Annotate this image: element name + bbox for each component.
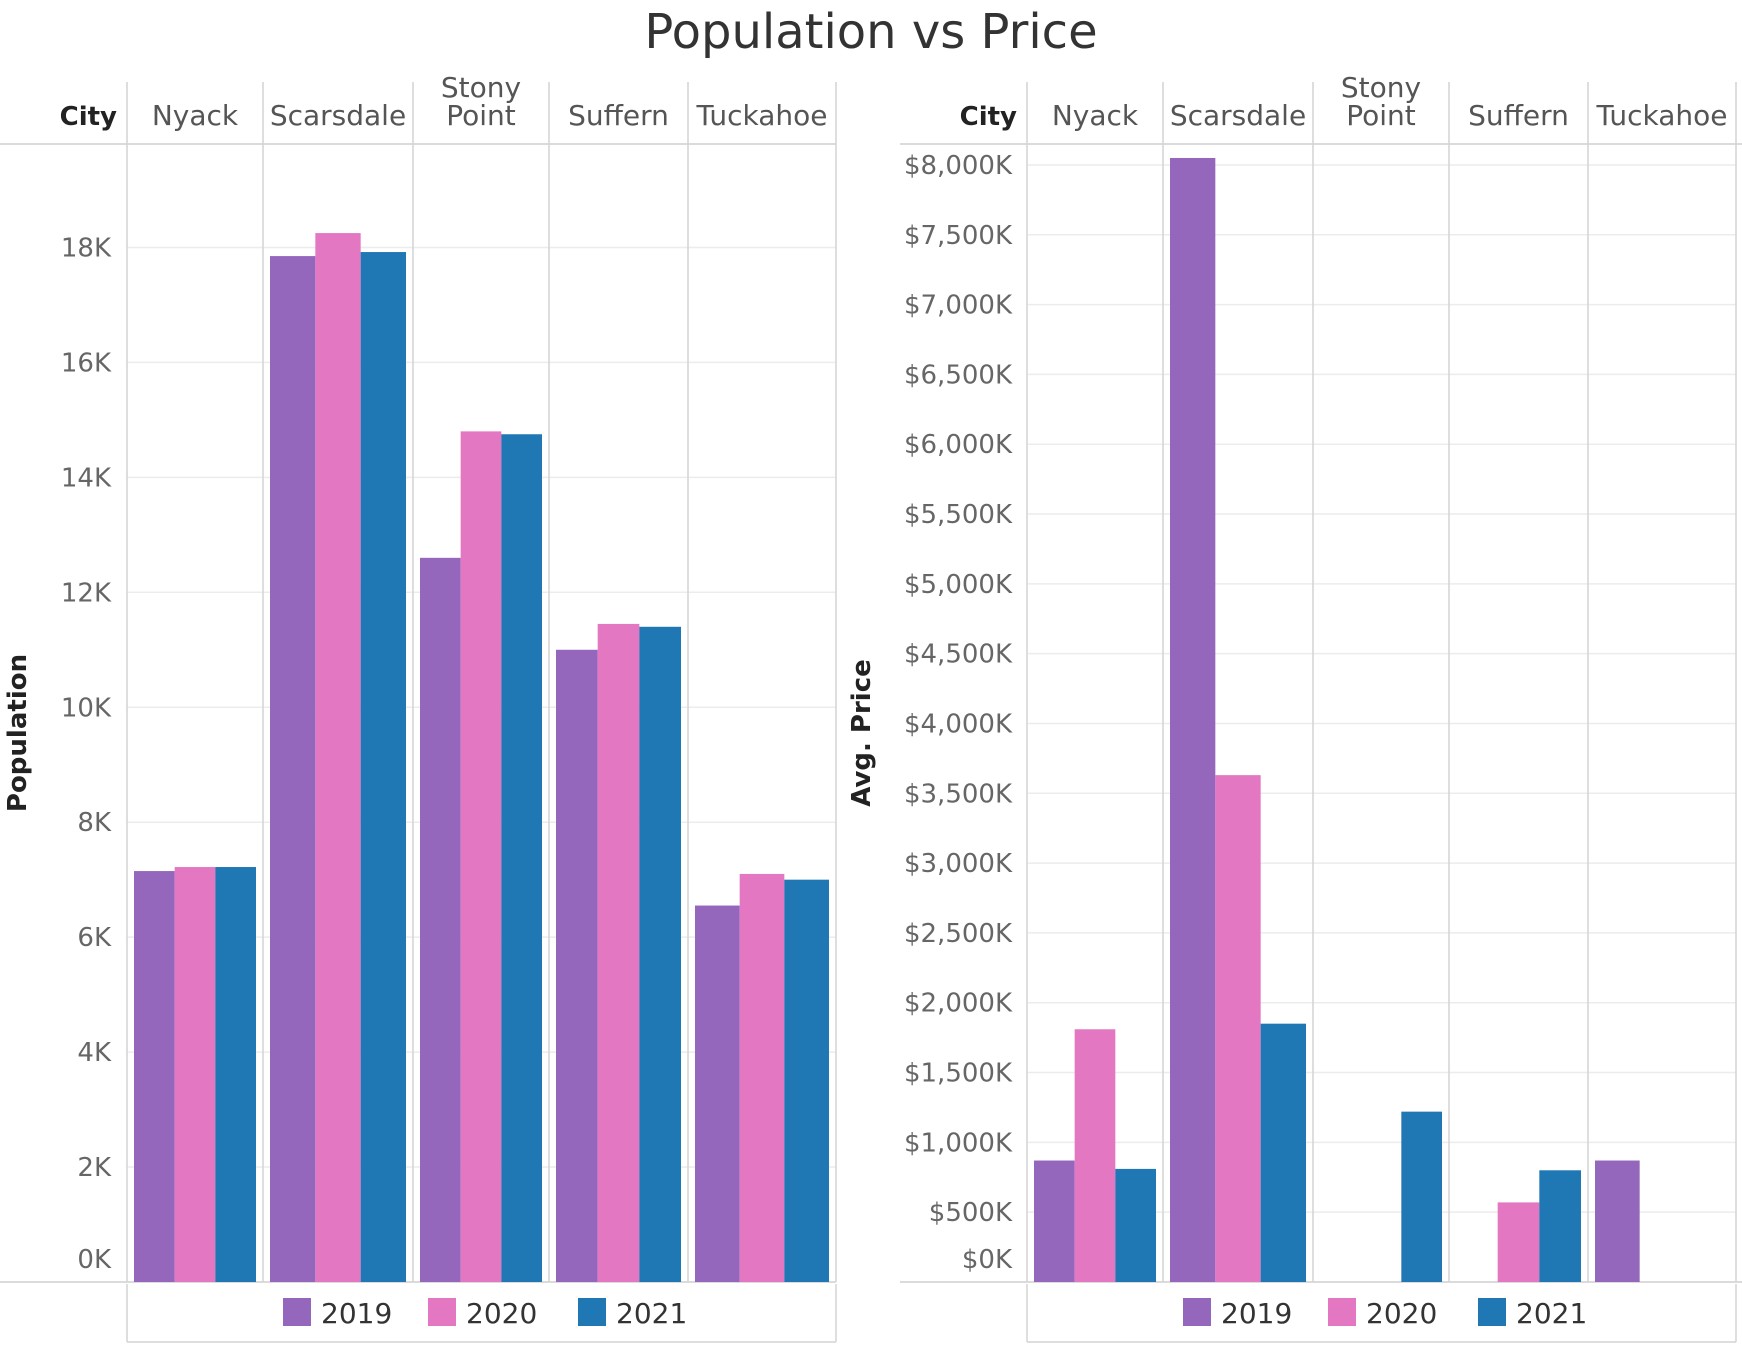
- chart-title: Population vs Price: [644, 4, 1098, 60]
- y-tick-label: $4,000K: [904, 709, 1013, 739]
- city-header-suffern: Suffern: [568, 99, 669, 132]
- city-header-scarsdale: Scarsdale: [1170, 99, 1306, 132]
- bar-tuckahoe-2019: [695, 905, 740, 1282]
- y-tick-label: 18K: [61, 233, 112, 263]
- bar-nyack-2019: [134, 871, 175, 1282]
- city-column-header: City: [60, 102, 117, 132]
- bar-stony-point-2021: [501, 434, 542, 1283]
- city-header-stony-point: Stony Point: [1341, 71, 1421, 132]
- bar-tuckahoe-2019: [1595, 1160, 1640, 1282]
- legend-swatch-2020: [1328, 1298, 1356, 1326]
- y-tick-label: 8K: [77, 808, 112, 838]
- y-axis-title: Population: [3, 654, 33, 812]
- legend-label-2021: 2021: [616, 1297, 687, 1330]
- y-tick-label: $5,000K: [904, 570, 1013, 600]
- city-header-tuckahoe: Tuckahoe: [696, 99, 828, 132]
- bar-suffern-2019: [556, 649, 598, 1282]
- y-tick-label: 2K: [77, 1153, 112, 1183]
- y-tick-label: $500K: [929, 1198, 1013, 1228]
- legend-swatch-2020: [428, 1298, 456, 1326]
- legend-label-2021: 2021: [1516, 1297, 1587, 1330]
- legend-label-2019: 2019: [1221, 1297, 1292, 1330]
- bar-scarsdale-2020: [1215, 775, 1261, 1282]
- y-tick-label: $5,500K: [904, 500, 1013, 530]
- bar-suffern-2020: [1497, 1202, 1540, 1282]
- bar-nyack-2021: [1115, 1168, 1156, 1282]
- bar-scarsdale-2021: [1260, 1023, 1306, 1282]
- legend-swatch-2021: [1478, 1298, 1506, 1326]
- y-tick-label: 0K: [77, 1245, 112, 1275]
- y-tick-label: 6K: [77, 923, 112, 953]
- y-tick-label: $1,000K: [904, 1128, 1013, 1158]
- legend-swatch-2019: [283, 1298, 311, 1326]
- city-header-nyack: Nyack: [1052, 99, 1139, 132]
- bar-tuckahoe-2020: [739, 873, 785, 1282]
- y-tick-label: $6,000K: [904, 430, 1013, 460]
- bar-stony-point-2021: [1401, 1111, 1442, 1282]
- legend-swatch-2021: [578, 1298, 606, 1326]
- y-tick-label: $8,000K: [904, 151, 1013, 181]
- y-tick-label: $7,500K: [904, 221, 1013, 251]
- bar-nyack-2019: [1034, 1160, 1075, 1282]
- y-tick-label: 12K: [61, 578, 112, 608]
- y-tick-label: $1,500K: [904, 1059, 1013, 1089]
- y-tick-label: $4,500K: [904, 640, 1013, 670]
- y-tick-label: $0K: [962, 1245, 1013, 1275]
- bar-scarsdale-2020: [315, 233, 361, 1283]
- bar-nyack-2020: [1074, 1029, 1116, 1282]
- city-header-nyack: Nyack: [152, 99, 239, 132]
- bar-nyack-2021: [215, 867, 256, 1282]
- city-header-stony-point: Stony Point: [441, 71, 521, 132]
- y-tick-label: $3,000K: [904, 849, 1013, 879]
- y-tick-label: $7,000K: [904, 291, 1013, 321]
- bar-scarsdale-2021: [360, 252, 406, 1283]
- legend-label-2019: 2019: [321, 1297, 392, 1330]
- y-tick-label: $3,500K: [904, 779, 1013, 809]
- y-tick-label: $2,000K: [904, 989, 1013, 1019]
- bar-nyack-2020: [174, 867, 216, 1282]
- y-tick-label: 10K: [61, 693, 112, 723]
- bar-suffern-2020: [597, 623, 640, 1282]
- bar-suffern-2021: [639, 626, 681, 1282]
- y-tick-label: $2,500K: [904, 919, 1013, 949]
- y-tick-label: $6,500K: [904, 360, 1013, 390]
- city-header-scarsdale: Scarsdale: [270, 99, 406, 132]
- chart-panel-2: City Nyack Scarsdale Stony Point Suffern Tucka…: [847, 71, 1742, 1343]
- y-tick-label: 4K: [77, 1038, 112, 1068]
- bar-scarsdale-2019: [270, 256, 316, 1283]
- y-tick-label: 14K: [61, 463, 112, 493]
- bar-tuckahoe-2021: [784, 879, 829, 1282]
- bar-suffern-2021: [1539, 1170, 1581, 1282]
- y-axis-title: Avg. Price: [847, 659, 877, 807]
- city-header-tuckahoe: Tuckahoe: [1596, 99, 1728, 132]
- legend-label-2020: 2020: [466, 1297, 537, 1330]
- chart-panel-1: City Nyack Scarsdale Stony Point Suffern Tucka…: [0, 71, 837, 1343]
- city-header-suffern: Suffern: [1468, 99, 1569, 132]
- bar-stony-point-2020: [460, 431, 502, 1282]
- y-tick-label: 16K: [61, 348, 112, 378]
- legend-swatch-2019: [1183, 1298, 1211, 1326]
- bar-stony-point-2019: [420, 557, 461, 1282]
- city-column-header: City: [960, 102, 1017, 132]
- bar-scarsdale-2019: [1170, 157, 1216, 1283]
- legend-label-2020: 2020: [1366, 1297, 1437, 1330]
